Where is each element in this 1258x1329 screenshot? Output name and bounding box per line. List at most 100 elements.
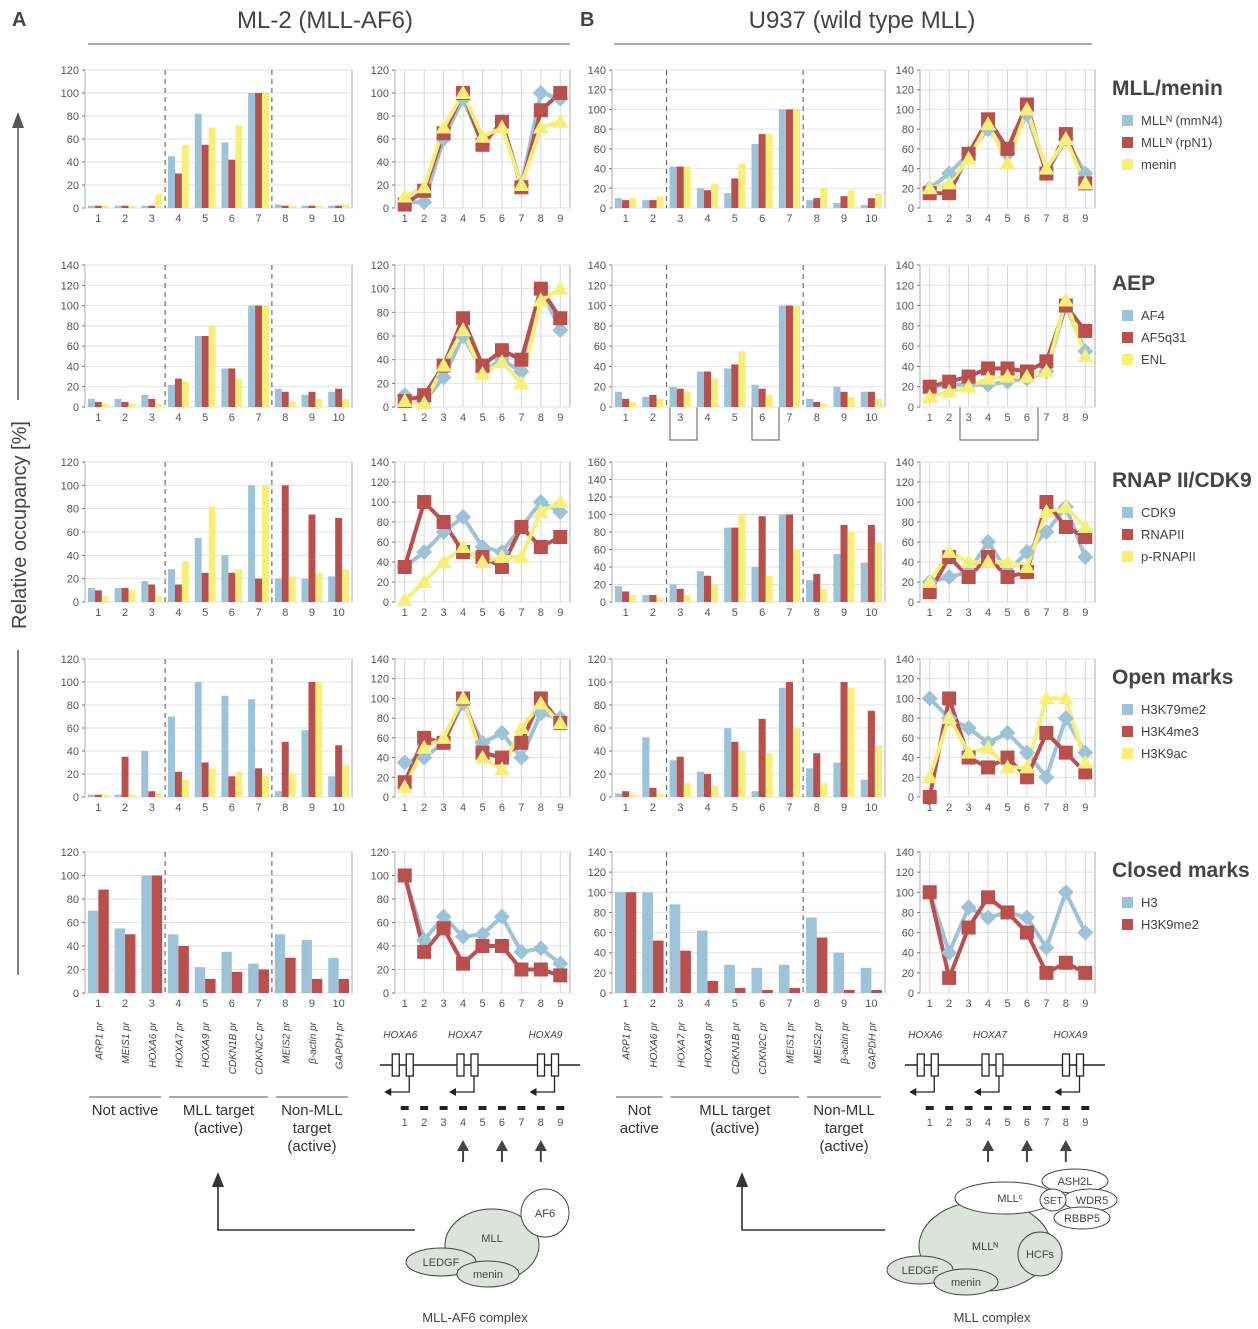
bar (778, 514, 786, 602)
marker (1058, 955, 1073, 970)
amplicon-label: 7 (518, 1117, 524, 1129)
bar (656, 196, 664, 208)
bar (683, 595, 691, 602)
bar (874, 193, 882, 208)
marker (960, 150, 977, 165)
legend-label: H3K4me3 (1141, 724, 1199, 739)
bar (342, 398, 350, 407)
y-tick-label: 120 (371, 674, 389, 686)
complex-caption: MLL-AF6 complex (422, 1310, 528, 1325)
marker (435, 908, 452, 925)
x-tick-label: 8 (538, 998, 544, 1010)
bar (128, 205, 136, 208)
x-tick-label: 6 (499, 607, 505, 619)
bar (168, 569, 175, 602)
bar (308, 514, 316, 602)
bar (288, 774, 296, 797)
y-tick-label: 40 (67, 941, 79, 953)
protein (520, 1188, 570, 1238)
x-tick-label: 8 (814, 607, 820, 619)
y-tick-label: 100 (371, 497, 389, 509)
arrow-head (449, 1088, 456, 1096)
marker (514, 735, 529, 750)
bar (114, 205, 122, 208)
x-tick-label: 5 (1004, 213, 1010, 225)
marker (960, 378, 977, 393)
bar (833, 203, 841, 208)
bar (704, 575, 712, 602)
y-tick-label: 20 (594, 769, 606, 781)
bar (765, 575, 773, 602)
x-tick-label: 2 (122, 607, 128, 619)
bar (274, 578, 282, 602)
x-tick-label: 8 (538, 802, 544, 814)
bar (87, 398, 95, 407)
y-tick-label: 0 (383, 203, 389, 215)
exon (391, 1053, 400, 1077)
marker (455, 928, 472, 945)
bar (274, 388, 282, 407)
exon (916, 1053, 925, 1077)
y-tick-label: 120 (896, 477, 914, 489)
y-tick-label: 60 (594, 341, 606, 353)
bar (148, 584, 156, 602)
legend-swatch (1122, 137, 1133, 148)
x-tick-label: 9 (309, 802, 315, 814)
bar (335, 745, 343, 797)
y-tick-label: 60 (377, 134, 389, 146)
x-tick-label: 1 (95, 607, 101, 619)
x-tick-label: 7 (1043, 998, 1049, 1010)
locus-gene: HOXA6 (908, 1030, 942, 1041)
y-tick-label: 60 (67, 723, 79, 735)
bar (328, 391, 336, 407)
marker (533, 281, 548, 296)
bar (274, 204, 282, 208)
x-tick-label: 6 (1024, 802, 1030, 814)
x-tick-label: 6 (1024, 213, 1030, 225)
marker (961, 920, 976, 935)
y-tick-label: 80 (377, 517, 389, 529)
bar (174, 378, 182, 407)
bar (711, 183, 719, 208)
protein (456, 1260, 520, 1288)
x-tick-label: 2 (421, 802, 427, 814)
marker (532, 292, 549, 307)
marker (493, 908, 510, 925)
arrow-head (736, 1172, 748, 1187)
bar (235, 569, 243, 602)
bar (731, 741, 739, 797)
x-tick-label: 3 (441, 213, 447, 225)
marker (513, 375, 530, 390)
bar (629, 794, 637, 797)
marker (1077, 175, 1094, 190)
complex-diagram: AF6 MLL LEDGF menin MLL-AF6 complex (405, 1188, 570, 1325)
y-tick-label: 60 (902, 341, 914, 353)
bar (649, 595, 657, 602)
x-tick-label: 1 (402, 802, 408, 814)
marker (922, 885, 937, 900)
exon (995, 1053, 1004, 1077)
y-tick-label: 80 (594, 124, 606, 136)
x-tick-label: 2 (650, 607, 656, 619)
y-tick-label: 80 (902, 321, 914, 333)
bar (731, 178, 739, 208)
legend-label: H3 (1141, 895, 1158, 910)
marker (1019, 925, 1034, 940)
marker (981, 361, 996, 376)
legend-swatch (1122, 726, 1133, 737)
bar (833, 952, 845, 993)
y-tick-label: 0 (908, 203, 914, 215)
y-tick-label: 40 (67, 361, 79, 373)
bar (315, 205, 323, 208)
bar (221, 368, 229, 407)
amplicon (1022, 1106, 1031, 1110)
x-tick-label: 10 (333, 412, 345, 424)
x-tick-label: 1 (927, 802, 933, 814)
x-tick-label: 8 (282, 607, 288, 619)
bar (141, 394, 149, 407)
bar (792, 305, 801, 407)
marker (552, 955, 569, 972)
marker (999, 368, 1016, 383)
marker (494, 939, 509, 953)
x-tick-label: 5 (479, 607, 485, 619)
